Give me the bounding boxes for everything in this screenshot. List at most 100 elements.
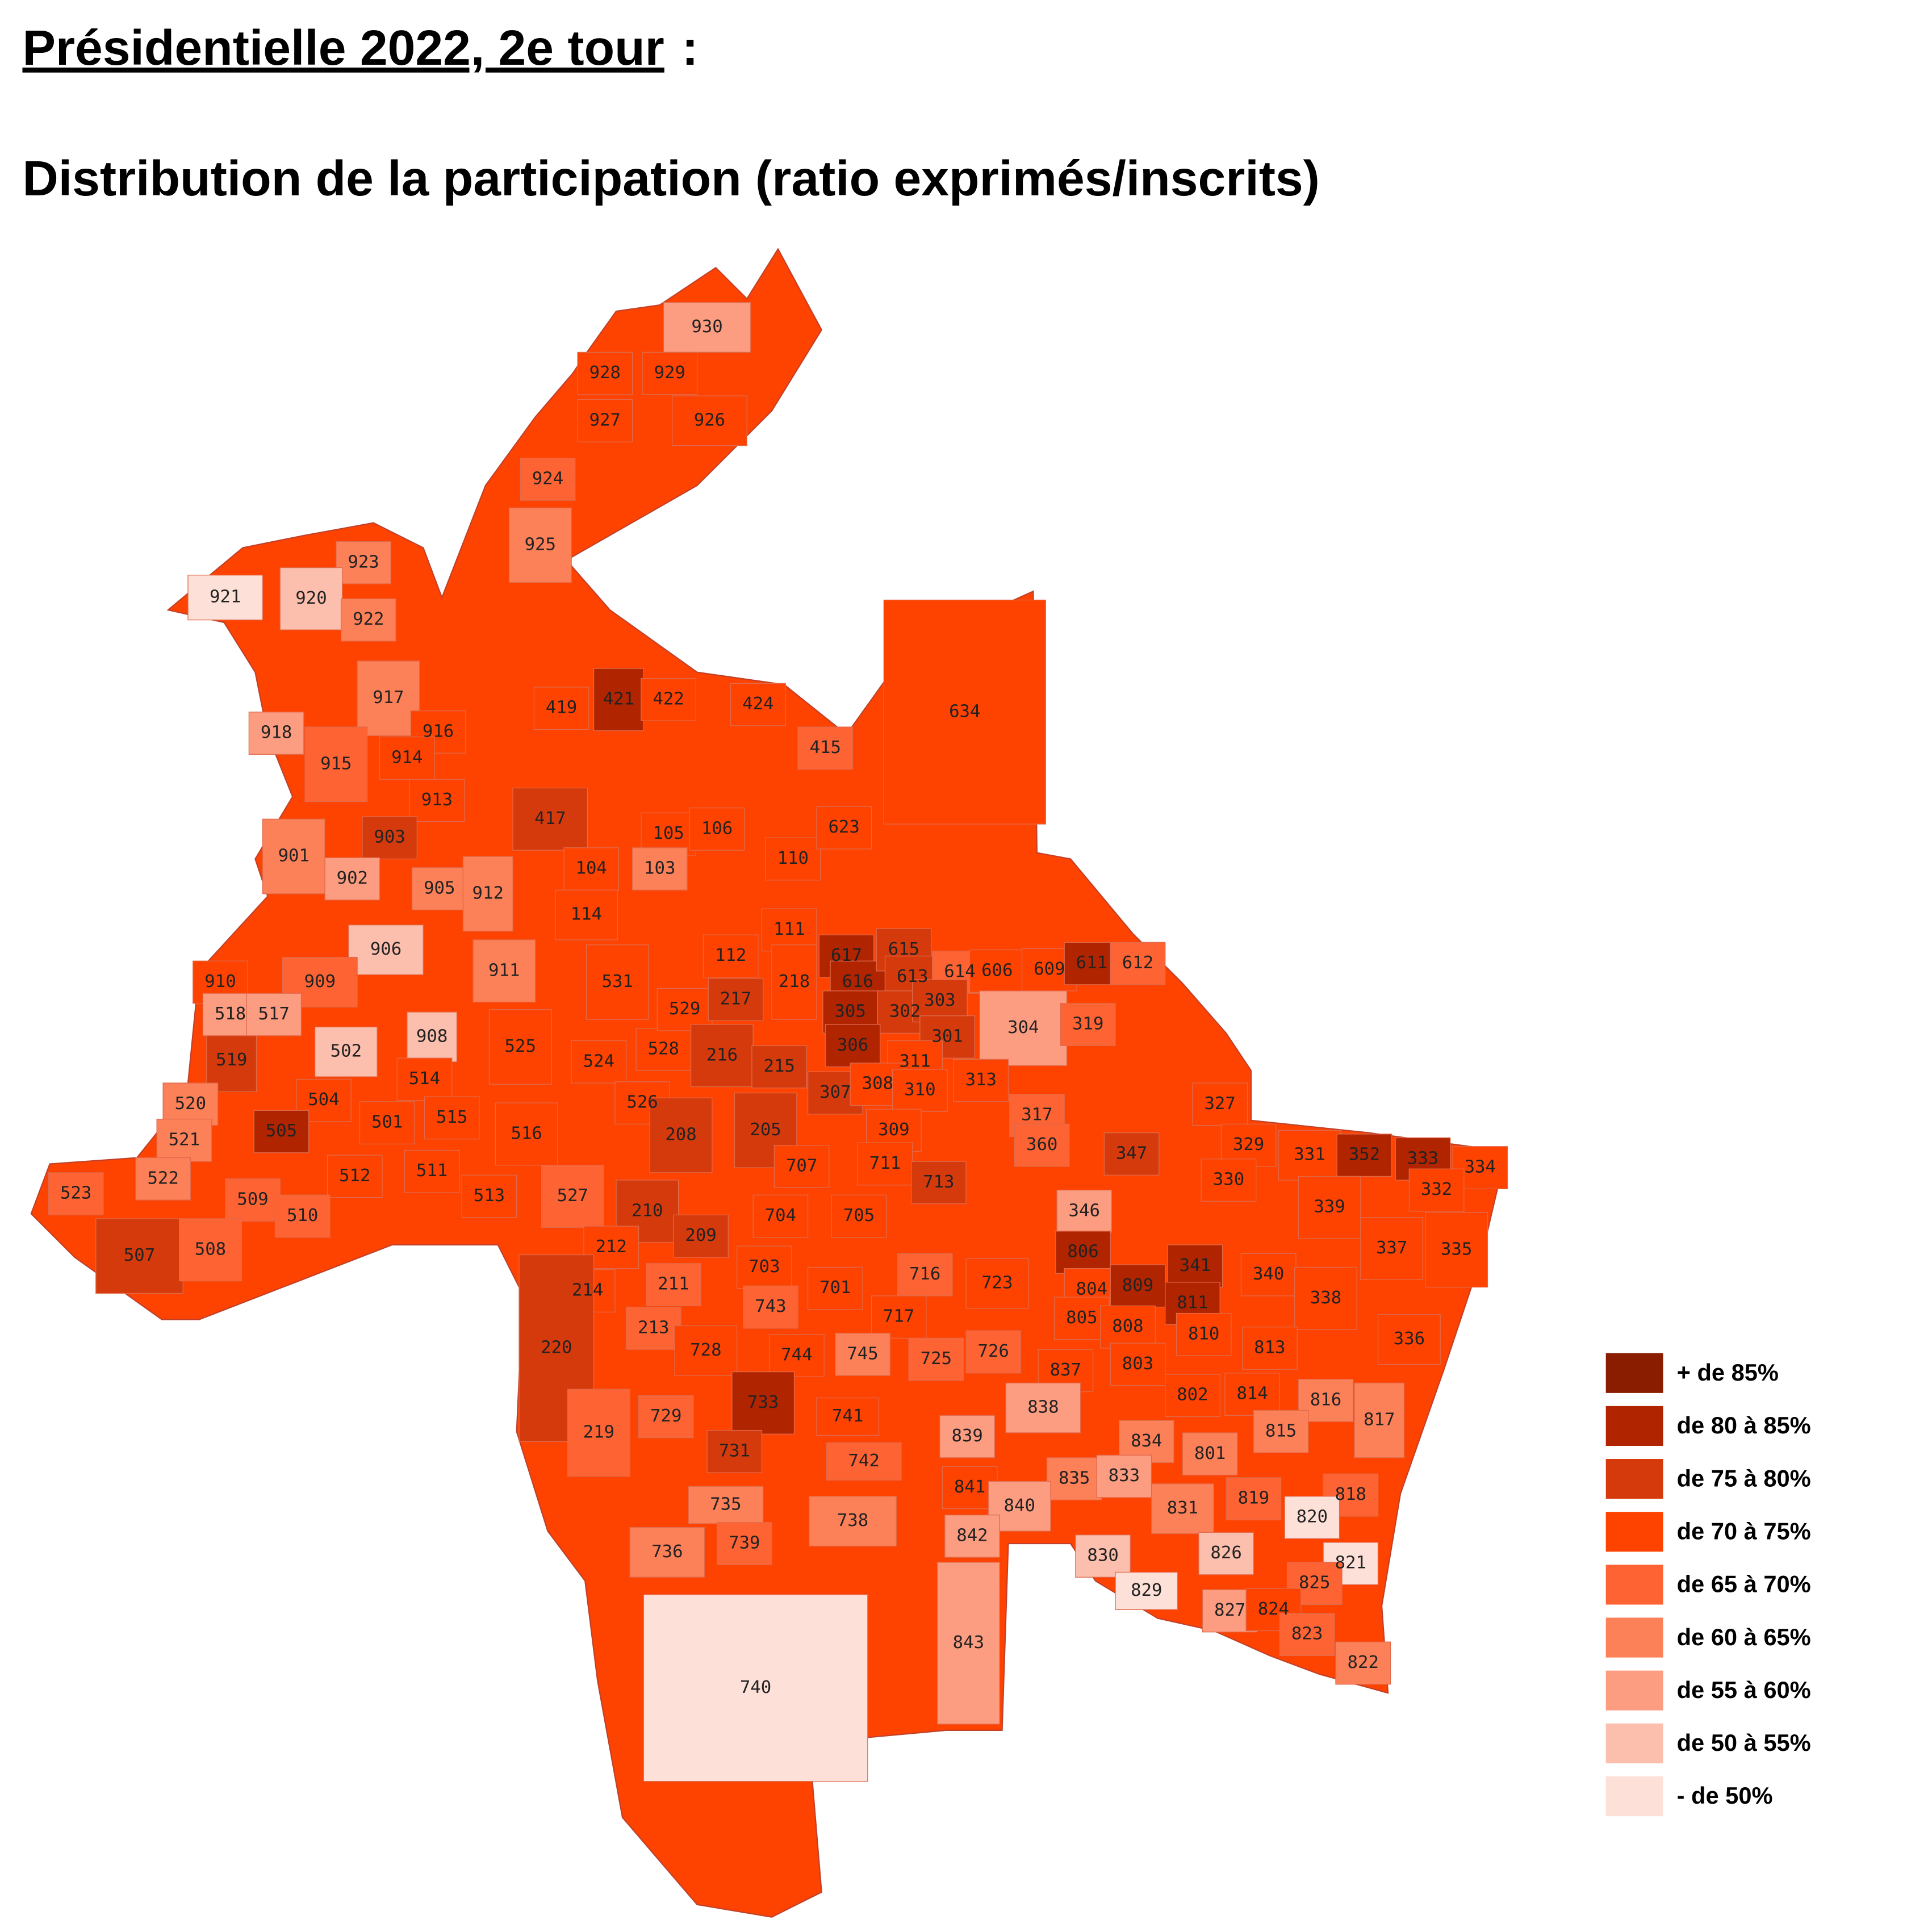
region-label: 921 <box>210 587 241 607</box>
region <box>178 1218 242 1282</box>
region <box>340 598 396 642</box>
region-label: 509 <box>237 1190 268 1210</box>
legend-swatch <box>1605 1459 1663 1499</box>
region-label: 830 <box>1087 1545 1118 1565</box>
legend-label: de 80 à 85% <box>1677 1412 1811 1438</box>
region <box>304 726 368 802</box>
region <box>1377 1314 1441 1365</box>
region-label: 305 <box>834 1002 865 1022</box>
legend-swatch <box>1605 1723 1663 1763</box>
region <box>1336 1134 1392 1177</box>
region-label: 903 <box>374 827 405 847</box>
region-label: 707 <box>786 1156 817 1176</box>
region-label: 617 <box>831 946 862 965</box>
region <box>462 856 513 932</box>
region <box>225 1178 281 1222</box>
region-label: 717 <box>883 1307 914 1327</box>
region <box>1110 1264 1166 1308</box>
region-label: 837 <box>1050 1360 1081 1380</box>
region <box>409 779 465 822</box>
region <box>939 1415 996 1458</box>
region-label: 825 <box>1299 1573 1330 1593</box>
region-label: 826 <box>1210 1543 1241 1563</box>
region <box>1100 1305 1156 1349</box>
region <box>979 990 1068 1067</box>
region-label: 421 <box>603 689 634 709</box>
region-label: 308 <box>862 1074 893 1094</box>
region <box>953 1059 1009 1102</box>
region-label: 808 <box>1112 1316 1143 1336</box>
region <box>641 678 696 721</box>
region-label: 521 <box>169 1130 200 1149</box>
region-label: 306 <box>837 1035 868 1055</box>
region-label: 218 <box>779 972 810 992</box>
region-label: 703 <box>748 1257 780 1277</box>
region-label: 841 <box>954 1477 985 1497</box>
legend-label: de 75 à 80% <box>1677 1465 1811 1491</box>
region-label: 905 <box>424 879 455 898</box>
region <box>688 1486 764 1524</box>
region <box>643 1594 868 1782</box>
region-label: 332 <box>1421 1180 1452 1199</box>
region-label: 711 <box>869 1153 901 1173</box>
region-label: 735 <box>710 1495 741 1515</box>
region <box>910 1161 967 1205</box>
region-label: 716 <box>909 1264 940 1284</box>
region-label: 801 <box>1194 1444 1226 1463</box>
region-label: 914 <box>391 747 423 767</box>
region-label: 327 <box>1204 1094 1235 1114</box>
region-label: 819 <box>1238 1488 1269 1508</box>
region <box>826 1442 902 1481</box>
region-label: 507 <box>124 1245 155 1265</box>
legend-label: - de 50% <box>1677 1782 1773 1809</box>
legend-label: de 50 à 55% <box>1677 1729 1811 1756</box>
region-label: 519 <box>216 1050 247 1070</box>
region-label: 728 <box>690 1340 721 1360</box>
region-label: 741 <box>832 1406 863 1426</box>
region-label: 823 <box>1291 1624 1323 1644</box>
region <box>673 1214 729 1258</box>
legend-swatch <box>1605 1776 1663 1817</box>
region-label: 329 <box>1233 1135 1264 1155</box>
region-label: 829 <box>1131 1580 1162 1600</box>
region <box>649 1097 713 1173</box>
region <box>908 1337 964 1381</box>
region <box>936 1562 1000 1725</box>
region-label: 220 <box>541 1337 572 1357</box>
region-label: 817 <box>1364 1410 1395 1430</box>
region-label: 704 <box>765 1206 796 1226</box>
region <box>520 457 576 501</box>
region-label: 504 <box>308 1090 339 1110</box>
title-suffix: : <box>681 20 698 76</box>
region <box>407 1011 458 1063</box>
region-label: 517 <box>258 1004 290 1024</box>
region-label: 336 <box>1394 1329 1425 1349</box>
region-label: 217 <box>720 989 751 1009</box>
region-label: 331 <box>1294 1145 1325 1165</box>
region <box>1110 1343 1166 1386</box>
region-label: 803 <box>1122 1354 1153 1374</box>
region <box>674 1325 738 1376</box>
region <box>472 939 536 1003</box>
region <box>897 1253 953 1297</box>
region-label: 804 <box>1076 1279 1107 1299</box>
region <box>716 1522 772 1566</box>
region-label: 317 <box>1021 1105 1052 1125</box>
region-label: 839 <box>951 1426 982 1446</box>
region-label: 725 <box>921 1349 952 1369</box>
region <box>274 1194 331 1238</box>
region <box>162 1082 219 1126</box>
region-label: 210 <box>632 1201 663 1220</box>
region-label: 827 <box>1214 1600 1245 1620</box>
region-label: 513 <box>474 1186 505 1206</box>
region <box>632 847 688 890</box>
region-label: 609 <box>1034 959 1065 979</box>
region <box>816 1397 880 1436</box>
region <box>1103 1132 1160 1176</box>
region-label: 524 <box>583 1051 614 1071</box>
region-label: 822 <box>1348 1653 1379 1672</box>
region-label: 831 <box>1167 1498 1198 1518</box>
region <box>187 575 264 621</box>
region-label: 612 <box>1122 953 1153 973</box>
